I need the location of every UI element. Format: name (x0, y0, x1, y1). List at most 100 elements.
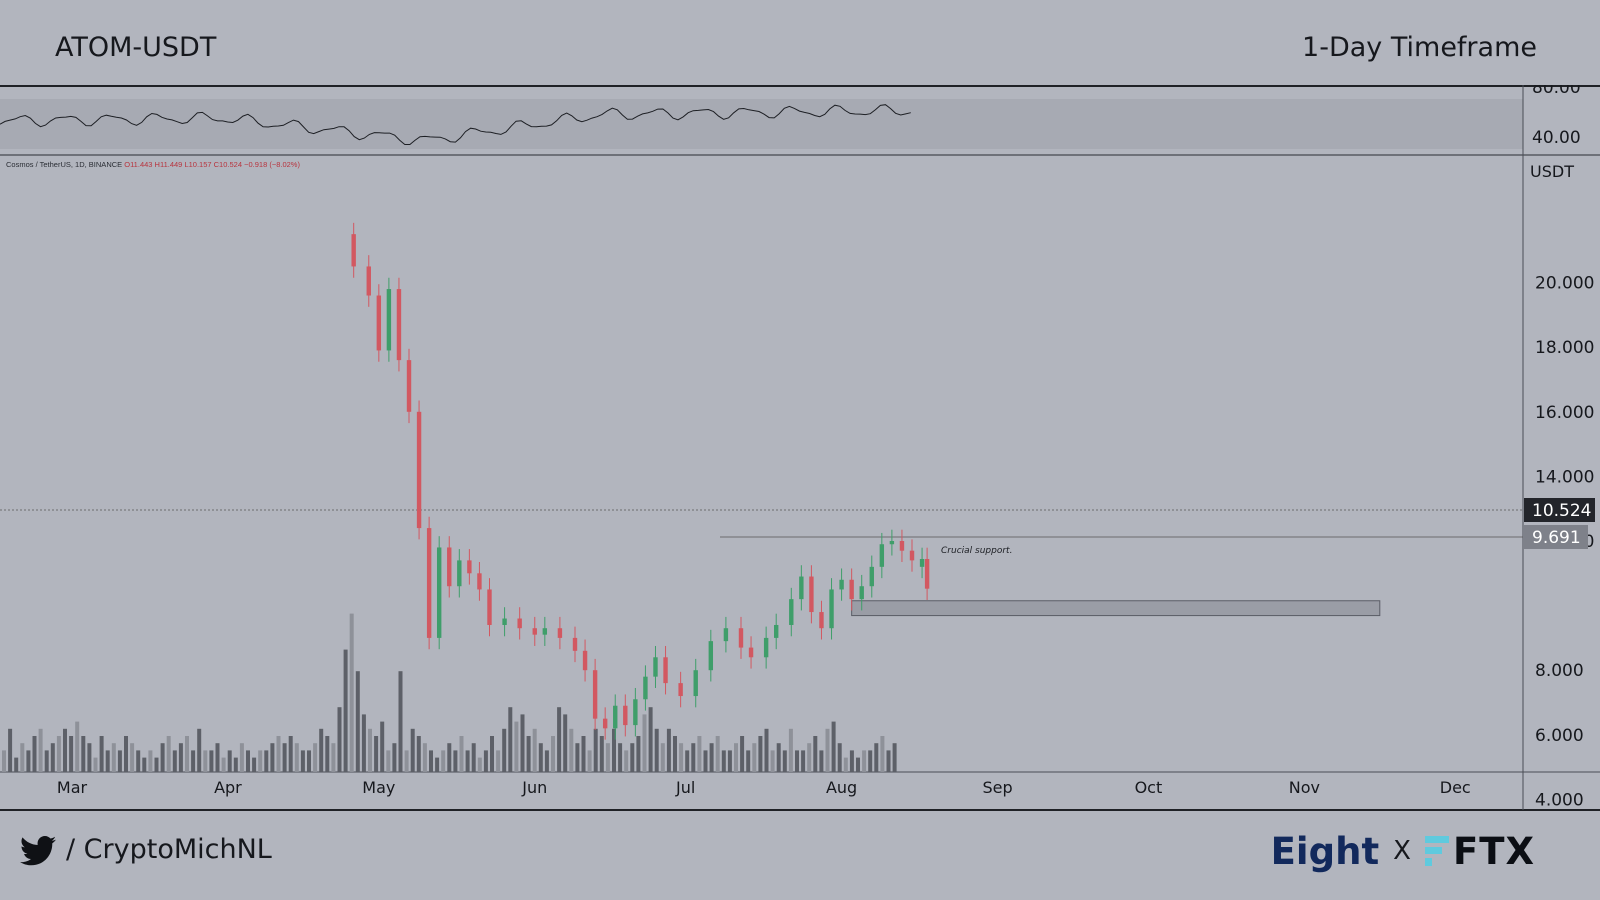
volume-bar (715, 736, 720, 772)
ohlc-value: −0.918 (−8.02%) (244, 160, 300, 169)
month-tick-label: May (362, 778, 395, 797)
volume-bar (435, 757, 440, 772)
candle-body (557, 628, 563, 638)
volume-bar (892, 743, 897, 772)
volume-bar (319, 728, 324, 772)
volume-bar (398, 671, 403, 772)
month-tick-label: Dec (1440, 778, 1471, 797)
candle-body (406, 360, 412, 412)
month-tick-label: Mar (57, 778, 88, 797)
candle-body (869, 566, 874, 587)
volume-bar (660, 743, 665, 772)
volume-bar (264, 750, 269, 772)
candle-body (366, 266, 371, 296)
volume-bar (691, 743, 696, 772)
month-tick-label: Jun (521, 778, 547, 797)
volume-bar (593, 728, 598, 772)
candle-body (447, 547, 452, 587)
candle-body (613, 705, 618, 729)
volume-bar (520, 714, 525, 772)
volume-bar (874, 743, 879, 772)
price-tick-label: 14.000 (1535, 467, 1594, 487)
volume-bar (307, 750, 311, 772)
volume-bar (752, 743, 757, 772)
volume-bar (172, 750, 177, 772)
volume-bar (44, 750, 49, 772)
month-tick-label: Apr (214, 778, 242, 797)
volume-bar (117, 750, 122, 772)
volume-bar (831, 721, 836, 772)
candle-body (819, 612, 824, 629)
candle-body (542, 628, 548, 635)
volume-bar (612, 728, 616, 772)
volume-bar (270, 743, 275, 772)
volume-bar (538, 743, 543, 772)
volume-bar (532, 728, 537, 772)
volume-bar (849, 750, 854, 772)
ftx-logo-icon (1424, 836, 1449, 866)
volume-bar (14, 757, 19, 772)
candle-body (799, 576, 804, 600)
candle-body (879, 544, 885, 567)
volume-bar (136, 750, 141, 772)
volume-bar (246, 750, 250, 772)
volume-bar (825, 728, 830, 772)
candle-body (592, 670, 598, 719)
volume-bar (508, 707, 513, 772)
volume-bar (32, 736, 37, 772)
candle-body (517, 618, 522, 629)
candle-body (708, 641, 714, 671)
candle-body (426, 528, 432, 638)
volume-bar (459, 736, 464, 772)
price-chart[interactable]: 80.00 40.00 Crucial support. USDT 20.000 18… (0, 85, 1600, 810)
volume-bar (56, 736, 61, 772)
candle-body (477, 573, 482, 590)
volume-bar (368, 728, 372, 772)
candle-body (738, 628, 744, 648)
rsi-line (0, 104, 911, 145)
support-price-value: 9.691 (1532, 528, 1581, 548)
volume-bar (557, 707, 562, 772)
volume-bar (483, 750, 488, 772)
volume-bar (807, 743, 812, 772)
support-price-badge (1524, 525, 1588, 549)
candle-body (582, 650, 588, 671)
volume-bar (374, 736, 379, 772)
volume-bar (648, 707, 653, 772)
volume-bar (697, 736, 702, 772)
rsi-band (0, 99, 1523, 149)
candle-body (859, 586, 864, 600)
candle-body (436, 547, 442, 638)
volume-bar (551, 736, 555, 772)
support-zone-label: Crucial support. (941, 546, 1012, 556)
candle-body (924, 558, 930, 589)
volume-bar (130, 743, 135, 772)
candle-body (789, 599, 794, 625)
ohlc-value: H11.449 (155, 160, 185, 169)
volume-bar (703, 750, 708, 772)
candle-body (396, 289, 402, 361)
price-unit-label: USDT (1530, 162, 1574, 181)
rsi-tick-label: 80.00 (1532, 85, 1581, 98)
candle-body (663, 657, 668, 684)
volume-bar (75, 721, 80, 772)
volume-bar (868, 750, 873, 772)
chart-title: ATOM-USDT (55, 32, 217, 63)
volume-bar (605, 743, 610, 772)
volume-bar (209, 750, 214, 772)
time-axis: Mar Apr May Jun Jul Aug Sep Oct Nov Dec (57, 778, 1471, 797)
volume-bar (282, 743, 287, 772)
candle-body (416, 411, 422, 529)
candle-body (467, 560, 472, 574)
chart-frame (0, 85, 1600, 811)
month-tick-label: Oct (1135, 778, 1163, 797)
volume-bar (740, 736, 745, 772)
volume-bar (514, 721, 519, 772)
twitter-handle: / CryptoMichNL (66, 834, 272, 865)
volume-bar (795, 750, 799, 772)
volume-bars (2, 613, 897, 772)
price-axis: USDT20.00018.00016.00014.00012.0008.0006… (1524, 162, 1595, 810)
volume-bar (337, 707, 342, 772)
volume-bar (801, 750, 806, 772)
volume-bar (221, 757, 226, 772)
